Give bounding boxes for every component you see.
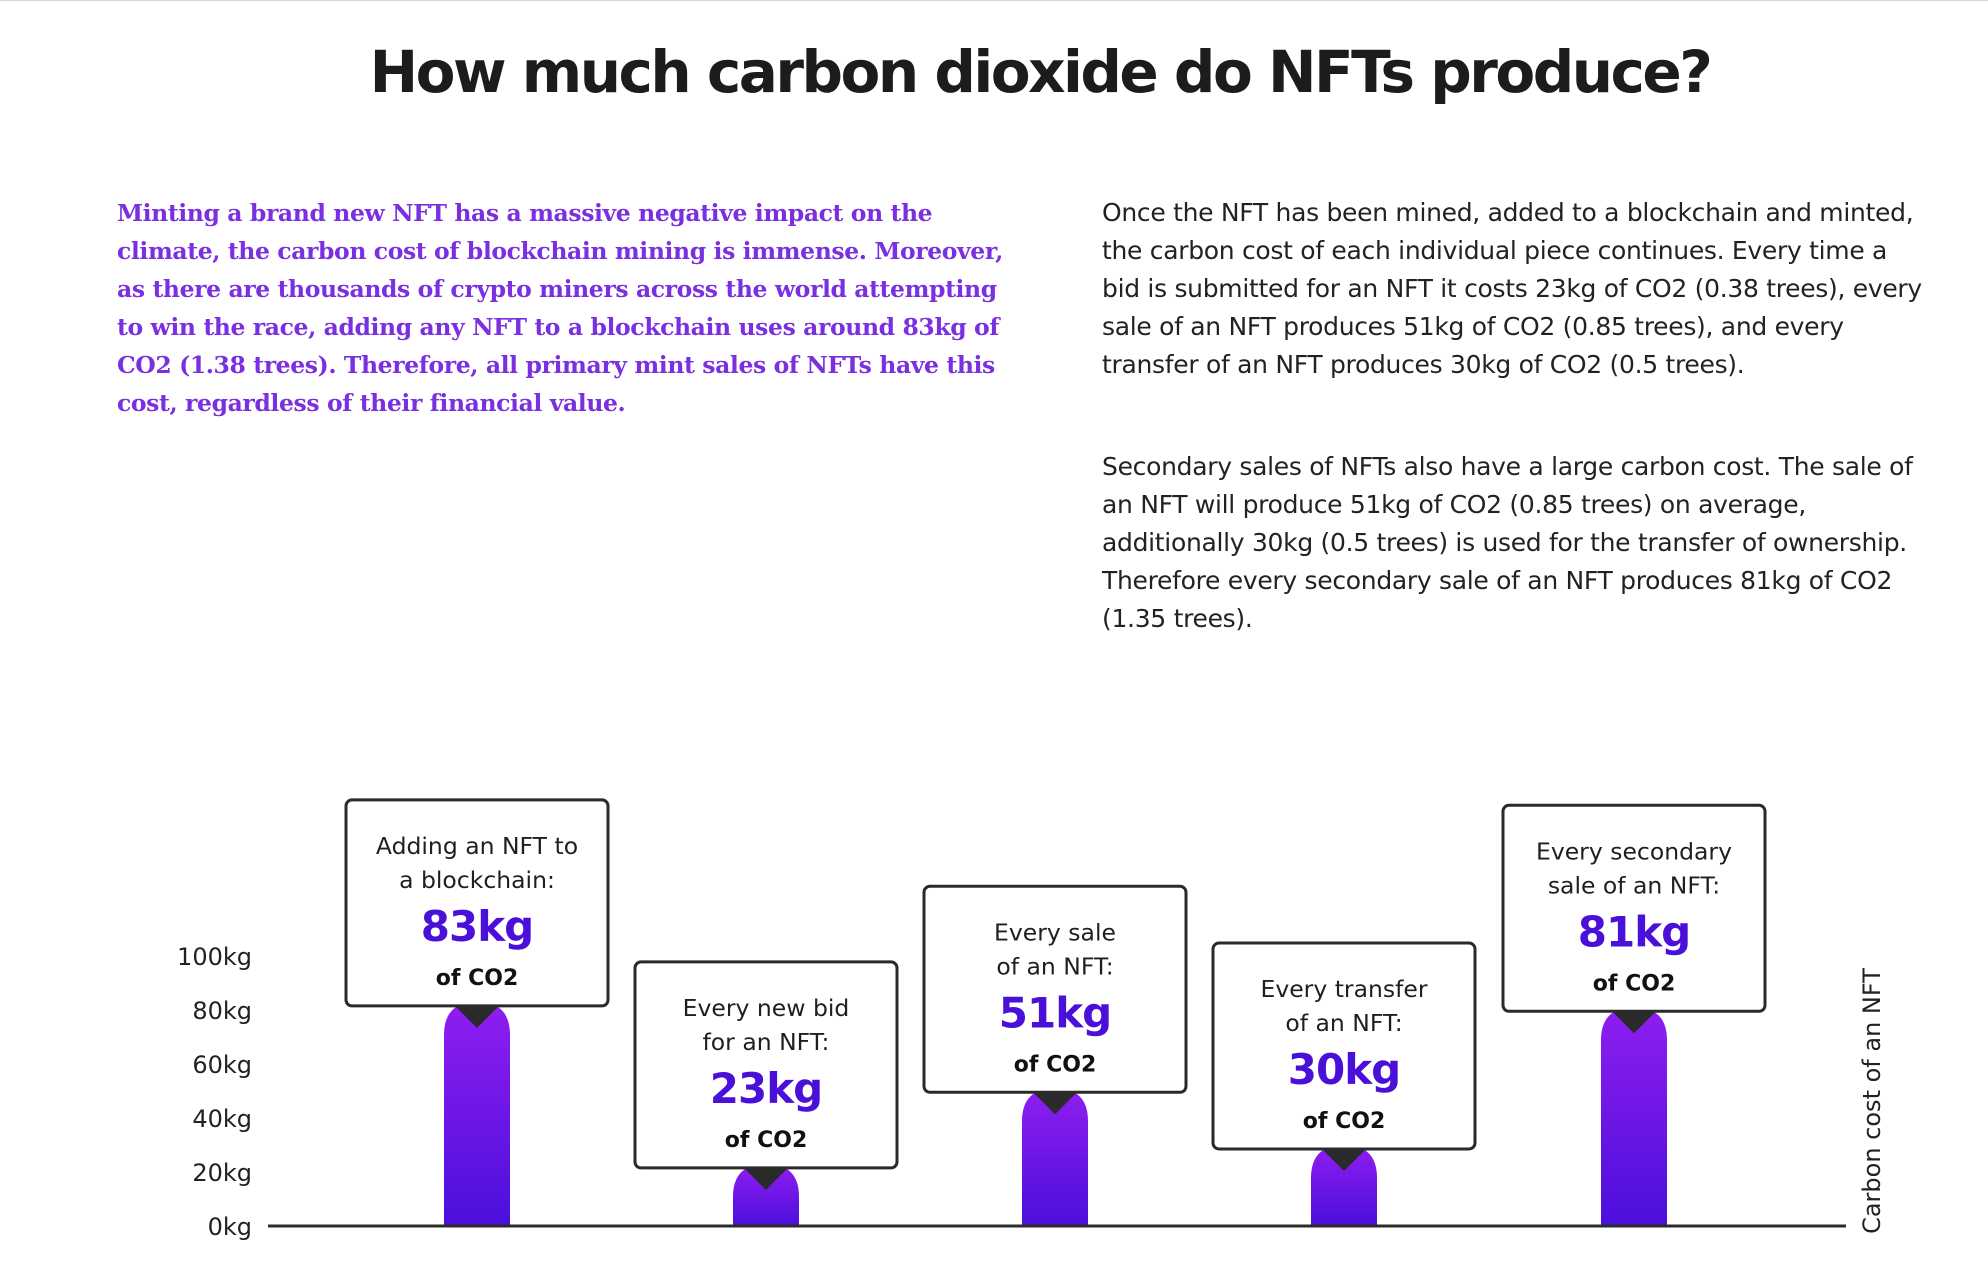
- body-paragraph-1: Once the NFT has been mined, added to a …: [1102, 198, 1922, 379]
- bar-5: [1601, 1007, 1667, 1226]
- y-tick-label: 80kg: [192, 997, 252, 1025]
- annotation-callout-2: Every new bid for an NFT: 23kg of CO2: [633, 960, 899, 1190]
- callout-label-line: a blockchain:: [399, 866, 555, 894]
- bar-1: [444, 1001, 510, 1226]
- callout-unit: of CO2: [1014, 1052, 1097, 1077]
- callout-label-line: for an NFT:: [703, 1028, 830, 1056]
- callout-value: 23kg: [710, 1064, 822, 1113]
- callout-pointer: [744, 1167, 788, 1190]
- callout-pointer: [1322, 1149, 1366, 1171]
- co2-bar-chart: 0kg 20kg 40kg 60kg 80kg 100kg Adding an NFT t…: [177, 798, 1886, 1241]
- callout-value: 83kg: [421, 902, 533, 951]
- y-axis-ticks: 0kg 20kg 40kg 60kg 80kg 100kg: [177, 943, 252, 1241]
- intro-paragraph: Minting a brand new NFT has a massive ne…: [117, 199, 1003, 417]
- callout-box: [1501, 803, 1767, 1013]
- callout-pointer: [1033, 1092, 1077, 1115]
- y-tick-label: 40kg: [192, 1105, 252, 1133]
- annotation-callout-5: Every secondary sale of an NFT: 81kg of CO2: [1501, 803, 1767, 1034]
- y-tick-label: 60kg: [192, 1051, 252, 1079]
- bar-3: [1022, 1088, 1088, 1226]
- callout-label-line: of an NFT:: [1285, 1009, 1402, 1037]
- callout-label-line: sale of an NFT:: [1548, 871, 1720, 899]
- callout-unit: of CO2: [725, 1128, 808, 1153]
- top-divider: [0, 0, 1988, 1]
- bar-4: [1311, 1145, 1377, 1226]
- y-tick-label: 20kg: [192, 1159, 252, 1187]
- callout-label-line: Every sale: [994, 918, 1116, 946]
- y-axis-title: Carbon cost of an NFT: [1858, 968, 1886, 1234]
- annotation-callout-3: Every sale of an NFT: 51kg of CO2: [922, 884, 1188, 1115]
- callout-label-line: of an NFT:: [996, 952, 1113, 980]
- y-tick-label: 100kg: [177, 943, 252, 971]
- callout-pointer: [455, 1005, 499, 1028]
- annotation-callout-4: Every transfer of an NFT: 30kg of CO2: [1211, 941, 1477, 1171]
- body-paragraph-2: Secondary sales of NFTs also have a larg…: [1102, 452, 1913, 633]
- callout-unit: of CO2: [436, 966, 519, 991]
- bar-2: [733, 1163, 799, 1226]
- callout-unit: of CO2: [1593, 971, 1676, 996]
- callout-unit: of CO2: [1303, 1109, 1386, 1134]
- callout-value: 51kg: [999, 988, 1111, 1037]
- callout-value: 30kg: [1288, 1045, 1400, 1094]
- bars-group: [444, 1001, 1667, 1226]
- y-tick-label: 0kg: [208, 1213, 252, 1241]
- callout-label-line: Every transfer: [1260, 975, 1427, 1003]
- annotation-callout-1: Adding an NFT to a blockchain: 83kg of CO2: [344, 798, 610, 1028]
- page-title: How much carbon dioxide do NFTs produce?: [369, 38, 1713, 106]
- callout-pointer: [1612, 1011, 1656, 1034]
- callout-label-line: Adding an NFT to: [376, 832, 578, 860]
- callout-value: 81kg: [1578, 907, 1690, 956]
- callout-label-line: Every new bid: [683, 994, 850, 1022]
- callout-label-line: Every secondary: [1536, 837, 1732, 865]
